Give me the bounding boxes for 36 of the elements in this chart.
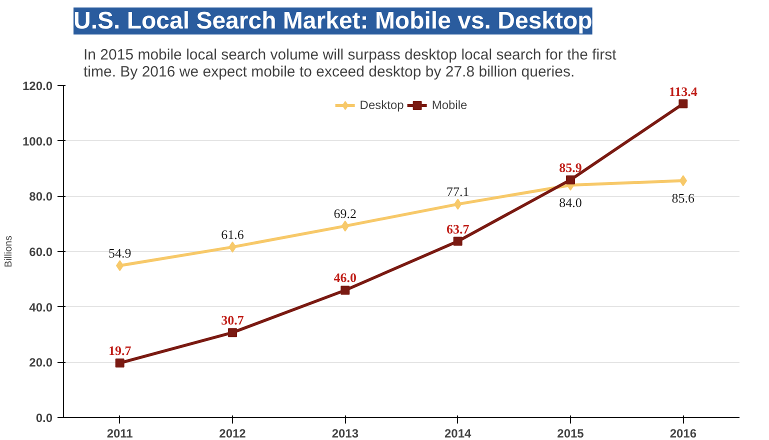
x-tick-label: 2015	[557, 426, 584, 440]
data-label: 84.0	[559, 195, 582, 210]
y-tick-label: 120.0	[22, 79, 53, 93]
legend-label: Desktop	[360, 98, 404, 112]
data-label: 19.7	[108, 342, 132, 358]
point	[678, 99, 688, 108]
y-tick-label: 40.0	[29, 300, 53, 314]
data-label: 46.0	[334, 270, 357, 286]
y-tick-label: 80.0	[29, 190, 53, 204]
data-label: 61.6	[221, 227, 244, 242]
y-axis-title: Billions	[3, 236, 14, 268]
data-label: 54.9	[108, 246, 132, 261]
point	[228, 328, 237, 338]
data-label: 85.9	[559, 160, 582, 175]
x-tick-label: 2013	[332, 426, 359, 440]
y-tick-label: 0.0	[36, 411, 53, 425]
x-tick-label: 2016	[670, 426, 697, 440]
point	[566, 175, 575, 184]
data-label: 85.6	[672, 190, 696, 206]
legend-label: Mobile	[432, 98, 468, 112]
y-tick-label: 100.0	[22, 134, 53, 148]
point	[115, 358, 124, 368]
data-label: 113.4	[668, 84, 698, 99]
point	[453, 236, 462, 246]
data-label: 30.7	[221, 312, 244, 328]
chart-title: U.S. Local Search Market: Mobile vs. Desktop	[74, 8, 592, 34]
chart-subtitle: In 2015 mobile local search volume will surpass desktop local search for the first time. By 2016 we expect mobile to exceed desktop by 27.8 billion queries.	[84, 46, 618, 80]
data-label: 69.2	[334, 206, 357, 222]
x-tick-label: 2014	[444, 426, 472, 440]
x-tick-label: 2011	[106, 426, 134, 440]
x-tick-label: 2012	[219, 426, 246, 440]
data-label: 77.1	[446, 184, 470, 200]
y-tick-label: 20.0	[29, 356, 53, 370]
y-tick-label: 60.0	[29, 245, 53, 259]
data-label: 63.7	[446, 221, 470, 236]
point	[340, 286, 350, 295]
